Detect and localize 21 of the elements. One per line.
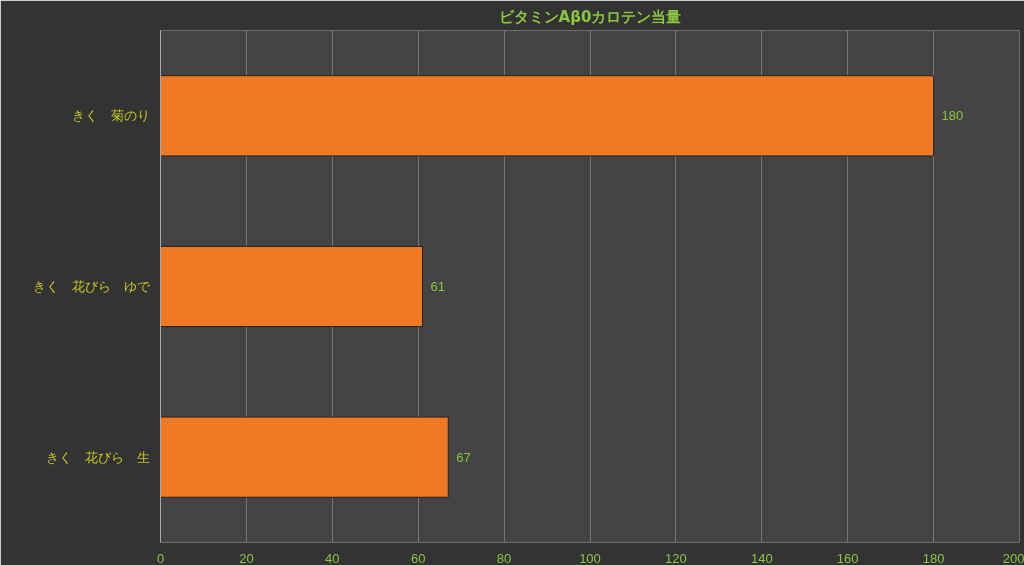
x-tick-label: 60 bbox=[410, 550, 426, 565]
chart-title: ビタミンAβ0カロテン当量 bbox=[498, 7, 682, 26]
y-tick-label: きく 菊のり bbox=[71, 108, 150, 124]
y-tick-label: きく 花びら 生 bbox=[45, 449, 150, 465]
bar bbox=[160, 245, 423, 328]
data-label: 67 bbox=[456, 449, 471, 465]
x-tick-label: 20 bbox=[239, 550, 254, 565]
data-label: 180 bbox=[941, 108, 964, 124]
x-tick-label: 140 bbox=[750, 550, 773, 565]
bar bbox=[160, 75, 935, 157]
x-tick-label: 40 bbox=[325, 550, 340, 565]
x-tick-label: 100 bbox=[579, 550, 601, 565]
bar bbox=[160, 416, 449, 498]
x-tick-label: 160 bbox=[836, 550, 859, 565]
y-tick-label: きく 花びら ゆで bbox=[32, 279, 151, 294]
x-tick-label: 120 bbox=[665, 550, 687, 565]
x-tick-label: 0 bbox=[156, 550, 165, 565]
data-label: 61 bbox=[430, 279, 445, 294]
x-tick-label: 180 bbox=[922, 550, 945, 565]
x-tick-label: 80 bbox=[496, 550, 512, 565]
x-tick-label: 200 bbox=[1002, 550, 1024, 565]
